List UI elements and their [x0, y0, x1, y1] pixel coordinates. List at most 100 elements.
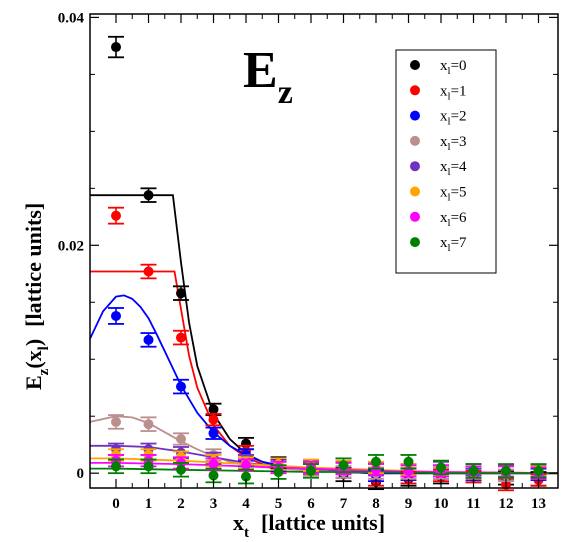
legend-label-suffix: =6 — [451, 210, 467, 226]
x-tick-label: 10 — [434, 496, 449, 512]
data-point — [176, 464, 186, 475]
data-point — [111, 461, 121, 472]
x-axis-ticks: 0 1 2 3 4 5 6 7 8 9 10 11 12 13 — [112, 14, 546, 512]
x-tick-label: 8 — [372, 496, 380, 512]
data-point — [143, 266, 154, 277]
data-point — [273, 467, 284, 478]
legend-label-suffix: =4 — [451, 159, 467, 175]
legend-label-subscript: l — [448, 141, 451, 153]
y-axis-title-main: E — [21, 375, 46, 390]
x-tick-label: 6 — [307, 496, 315, 512]
legend-marker — [410, 161, 420, 172]
y-axis-title-subscript: z — [36, 368, 52, 375]
x-axis-title-subscript: t — [244, 525, 249, 541]
x-axis-title: xt [lattice units] — [233, 510, 385, 541]
data-point — [306, 465, 316, 476]
data-point — [143, 190, 154, 201]
y-tick-label: 0.02 — [58, 238, 84, 254]
x-tick-label: 3 — [210, 496, 218, 512]
legend-label: xl=0 — [440, 58, 467, 77]
legend-label-subscript: l — [448, 166, 451, 178]
data-point — [176, 332, 186, 343]
legend-marker — [410, 85, 420, 96]
data-point — [468, 465, 479, 476]
x-tick-label: 11 — [466, 496, 480, 512]
legend-label-subscript: l — [448, 242, 451, 254]
legend-label-subscript: l — [448, 217, 451, 229]
legend-label-suffix: =1 — [451, 83, 467, 99]
data-point — [533, 465, 544, 476]
data-point — [143, 461, 154, 472]
x-tick-label: 7 — [340, 496, 348, 512]
x-tick-label: 13 — [531, 496, 546, 512]
x-axis-title-units: [lattice units] — [261, 510, 385, 535]
data-point — [143, 334, 154, 345]
data-point — [241, 460, 251, 471]
legend-label-main: x — [440, 58, 448, 74]
legend-label: xl=3 — [440, 134, 467, 153]
y-axis-title-paren: (x — [21, 350, 46, 368]
legend-label-suffix: =0 — [451, 58, 467, 74]
data-point — [176, 381, 186, 392]
chart-title: Ez — [243, 42, 293, 111]
legend-label: xl=7 — [440, 235, 467, 254]
plot-frame — [89, 13, 559, 489]
x-tick-label: 0 — [112, 496, 120, 512]
legend-marker — [410, 186, 420, 197]
legend-label: xl=1 — [440, 83, 467, 102]
data-point — [501, 465, 511, 476]
data-point — [338, 460, 349, 471]
legend-label-suffix: =3 — [451, 134, 467, 150]
data-point — [208, 428, 219, 439]
data-point — [208, 459, 219, 470]
data-point — [436, 462, 446, 473]
data-point — [176, 288, 186, 299]
legend-marker — [410, 60, 420, 70]
data-point — [371, 464, 381, 475]
data-point — [208, 470, 219, 481]
legend: xl=0xl=1xl=2xl=3xl=4xl=5xl=6xl=7 — [395, 49, 497, 274]
series-7 — [108, 454, 547, 485]
x-axis-title-main: x — [233, 510, 244, 535]
data-point — [111, 416, 121, 427]
legend-label-subscript: l — [448, 65, 451, 77]
y-axis-title-paren-subscript: l — [36, 346, 52, 350]
legend-label-suffix: =2 — [451, 109, 467, 125]
x-tick-label: 4 — [242, 496, 250, 512]
chart-title-main: E — [243, 42, 278, 99]
legend-marker — [410, 211, 420, 222]
data-point — [111, 210, 121, 221]
y-axis-ticks: 0 0.02 0.04 — [58, 10, 558, 482]
legend-label-main: x — [440, 109, 448, 125]
legend-label-suffix: =5 — [451, 185, 467, 201]
data-point — [176, 434, 186, 445]
legend-label-subscript: l — [448, 192, 451, 204]
x-tick-label: 2 — [177, 496, 185, 512]
data-point — [241, 471, 251, 482]
legend-label: xl=6 — [440, 210, 467, 229]
y-axis-title-units: [lattice units] — [21, 203, 46, 327]
y-axis-title-close: ) — [21, 339, 46, 346]
y-tick-label: 0 — [77, 466, 85, 482]
x-tick-label: 12 — [499, 496, 514, 512]
legend-label-suffix: =7 — [451, 235, 467, 251]
legend-marker — [410, 110, 420, 121]
legend-marker — [410, 135, 420, 146]
data-point — [208, 414, 219, 425]
legend-label: xl=2 — [440, 109, 467, 128]
data-point — [111, 310, 121, 321]
y-axis-title: Ez(xl) [lattice units] — [21, 203, 52, 390]
legend-label-main: x — [440, 210, 448, 226]
x-tick-label: 5 — [275, 496, 283, 512]
legend-label-main: x — [440, 235, 448, 251]
legend-label-subscript: l — [448, 116, 451, 128]
data-point — [111, 42, 121, 53]
legend-label-main: x — [440, 134, 448, 150]
chart-title-subscript: z — [278, 74, 293, 111]
legend-label-subscript: l — [448, 90, 451, 102]
legend-label: xl=5 — [440, 185, 467, 204]
legend-label-main: x — [440, 83, 448, 99]
data-point — [403, 456, 414, 467]
y-tick-label: 0.04 — [58, 10, 85, 26]
